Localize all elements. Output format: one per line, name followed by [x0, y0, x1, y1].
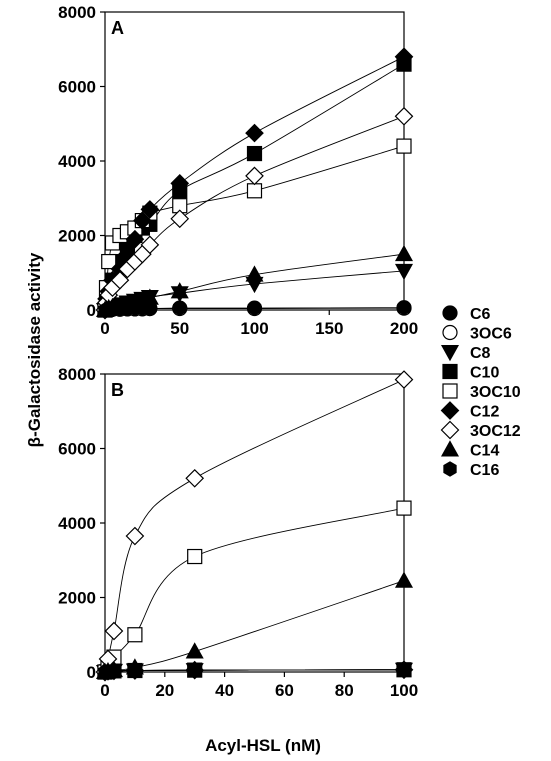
legend-marker — [440, 401, 460, 420]
series-line-3oc12 — [104, 379, 405, 673]
data-point-3oc10 — [396, 138, 412, 154]
x-tick-label: 20 — [155, 681, 174, 700]
data-point-c10 — [246, 145, 263, 162]
legend-marker — [442, 324, 458, 341]
data-point-c12 — [245, 123, 264, 143]
legend-label: 3OC10 — [470, 384, 521, 401]
data-point-3oc10 — [396, 500, 412, 516]
data-point-c14 — [394, 244, 414, 262]
y-tick-label: 8000 — [58, 3, 96, 22]
legend-marker — [443, 461, 457, 477]
y-tick-label: 2000 — [58, 589, 96, 608]
x-tick-label: 0 — [100, 319, 109, 338]
data-point-3oc12 — [110, 270, 130, 290]
legend-marker — [440, 345, 460, 362]
data-point-c16 — [143, 300, 157, 317]
legend-label: C10 — [470, 365, 499, 382]
legend-marker — [440, 440, 460, 457]
panel-label: B — [111, 380, 124, 400]
legend-item-3oc6: 3OC6 — [442, 324, 512, 343]
data-point-c16 — [397, 300, 411, 316]
legend-item-3oc12: 3OC12 — [440, 420, 521, 440]
legend-item-c6: C6 — [442, 305, 491, 323]
data-point-3oc10 — [246, 183, 263, 199]
data-point-3oc12 — [104, 621, 124, 641]
data-point-c14 — [394, 571, 414, 588]
data-point-3oc12 — [185, 468, 205, 488]
data-point-3oc12 — [125, 526, 145, 546]
series-line-c14 — [104, 580, 405, 673]
data-point-3oc12 — [394, 106, 414, 126]
legend-marker — [442, 363, 458, 380]
y-tick-label: 6000 — [58, 78, 96, 97]
data-point-c12 — [170, 174, 190, 193]
data-point-c12 — [133, 211, 152, 230]
legend-marker — [440, 420, 460, 440]
legend-item-c16: C16 — [443, 461, 499, 479]
x-tick-label: 0 — [100, 681, 109, 700]
legend-item-c10: C10 — [442, 363, 499, 382]
legend-item-c14: C14 — [440, 440, 499, 460]
y-tick-label: 4000 — [58, 514, 96, 533]
data-point-c14 — [170, 282, 189, 299]
x-tick-label: 50 — [170, 319, 189, 338]
x-tick-label: 80 — [335, 681, 354, 700]
data-point-c16 — [107, 663, 121, 679]
data-point-c16 — [128, 662, 142, 679]
data-point-c16 — [188, 662, 202, 678]
legend-label: C14 — [470, 443, 499, 460]
x-tick-label: 200 — [390, 319, 418, 338]
panel-label: A — [111, 18, 124, 38]
legend-item-c8: C8 — [440, 345, 491, 362]
data-point-3oc12 — [140, 235, 160, 255]
y-tick-label: 2000 — [58, 227, 96, 246]
data-point-3oc12 — [170, 209, 190, 229]
data-point-c12 — [140, 200, 160, 219]
x-tick-label: 100 — [390, 681, 418, 700]
data-point-c14 — [245, 265, 264, 282]
data-point-c8 — [394, 263, 414, 281]
legend-label: 3OC6 — [470, 326, 512, 343]
data-point-3oc12 — [245, 166, 264, 186]
legend-item-3oc10: 3OC10 — [442, 383, 521, 401]
data-point-c12 — [394, 47, 414, 67]
data-point-c12 — [125, 229, 145, 249]
series-line-3oc10 — [104, 507, 405, 673]
x-axis-title: Acyl-HSL (nM) — [205, 736, 321, 755]
data-point-c14 — [185, 642, 204, 659]
legend-label: C16 — [470, 462, 499, 479]
data-point-c16 — [173, 300, 187, 316]
data-point-c16 — [397, 662, 411, 678]
legend-label: C12 — [470, 404, 499, 421]
x-tick-label: 60 — [275, 681, 294, 700]
y-tick-label: 0 — [87, 301, 96, 320]
x-tick-label: 100 — [240, 319, 268, 338]
legend-marker — [442, 305, 458, 321]
data-point-c16 — [247, 300, 262, 316]
x-tick-label: 40 — [215, 681, 234, 700]
data-point-3oc12 — [394, 370, 414, 389]
x-tick-label: 150 — [315, 319, 343, 338]
panel-A: A 0 2000 4000 6000 8000 0 50 100 150 200 — [58, 3, 418, 338]
data-point-3oc10 — [187, 548, 203, 565]
y-tick-label: 0 — [87, 663, 96, 682]
legend: C6 3OC6 C8 C10 3OC10 C12 3OC12 C14 C16 — [440, 305, 521, 479]
data-point-3oc10 — [101, 253, 117, 270]
y-axis-title: β-Galactosidase activity — [25, 252, 44, 447]
legend-marker — [442, 383, 458, 399]
legend-label: 3OC12 — [470, 423, 521, 440]
y-tick-label: 6000 — [58, 440, 96, 459]
legend-label: C8 — [470, 345, 491, 362]
panel-B: B 0 2000 4000 6000 8000 0 20 40 60 80 100 — [58, 365, 418, 700]
legend-label: C6 — [470, 306, 491, 323]
y-tick-label: 4000 — [58, 152, 96, 171]
y-tick-label: 8000 — [58, 365, 96, 384]
plot-frame — [104, 373, 405, 673]
data-point-3oc10 — [127, 627, 143, 643]
legend-item-c12: C12 — [440, 401, 499, 421]
